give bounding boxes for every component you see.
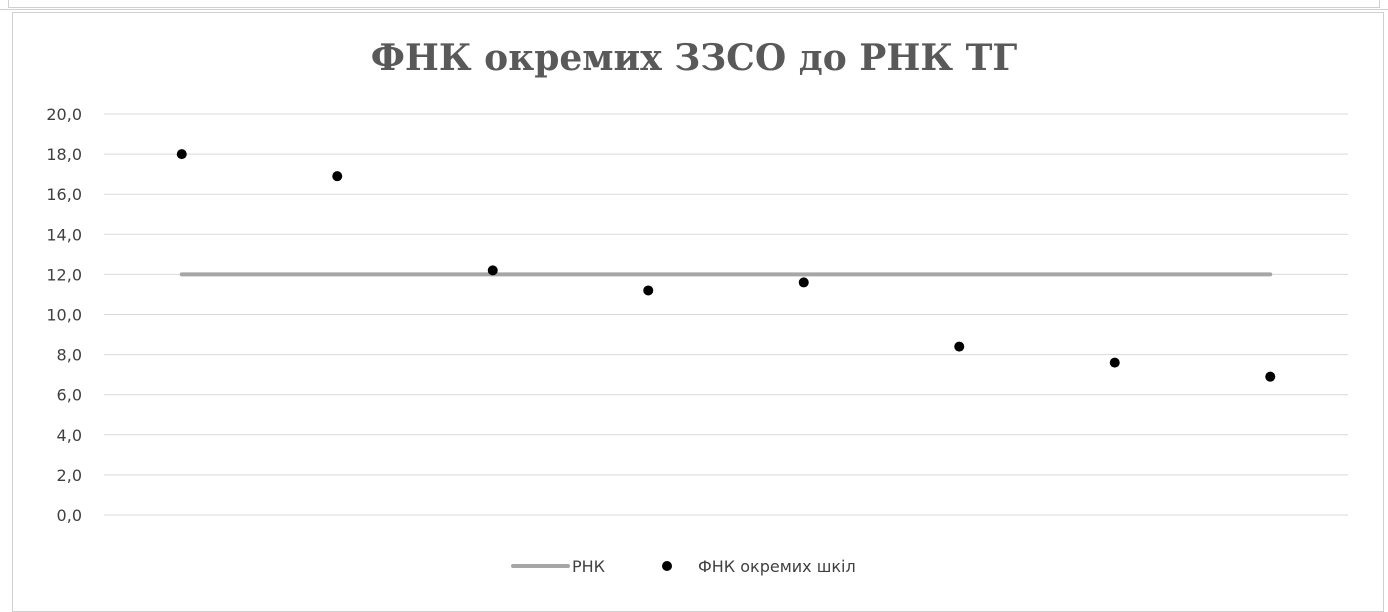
y-tick-label: 18,0 xyxy=(46,145,82,164)
series-layer xyxy=(176,149,1276,382)
legend: РНК ФНК окремих шкіл xyxy=(511,557,856,576)
y-tick-label: 10,0 xyxy=(46,306,82,325)
y-tick-label: 8,0 xyxy=(57,346,82,365)
y-tick-label: 20,0 xyxy=(46,105,82,124)
previous-chart-frame-edge xyxy=(0,0,1388,10)
data-point xyxy=(1265,371,1276,382)
chart: ФНК окремих ЗЗСО до РНК ТГ 0,0 2,0 4,0 6,0 8… xyxy=(46,37,1348,576)
y-tick-label: 4,0 xyxy=(57,426,82,445)
gridlines xyxy=(104,113,1348,516)
y-tick-label: 16,0 xyxy=(46,185,82,204)
previous-chart-frame-inner xyxy=(8,0,1380,8)
y-tick-label: 2,0 xyxy=(57,466,82,485)
y-axis-tick-labels: 0,0 2,0 4,0 6,0 8,0 10,0 12,0 14,0 16,0 18,0 20,0 xyxy=(46,105,82,525)
y-tick-label: 12,0 xyxy=(46,265,82,284)
data-point xyxy=(332,171,343,182)
legend-label-rnk: РНК xyxy=(572,557,606,576)
data-point xyxy=(1109,357,1120,368)
y-tick-label: 14,0 xyxy=(46,225,82,244)
data-point xyxy=(798,277,809,288)
y-tick-label: 6,0 xyxy=(57,386,82,405)
data-point xyxy=(487,265,498,276)
data-point xyxy=(643,285,654,296)
legend-swatch-point xyxy=(662,561,672,571)
legend-label-fnk: ФНК окремих шкіл xyxy=(698,557,856,576)
data-point xyxy=(176,149,187,160)
data-point xyxy=(954,341,965,352)
chart-title: ФНК окремих ЗЗСО до РНК ТГ xyxy=(371,37,1018,79)
y-tick-label: 0,0 xyxy=(57,506,82,525)
